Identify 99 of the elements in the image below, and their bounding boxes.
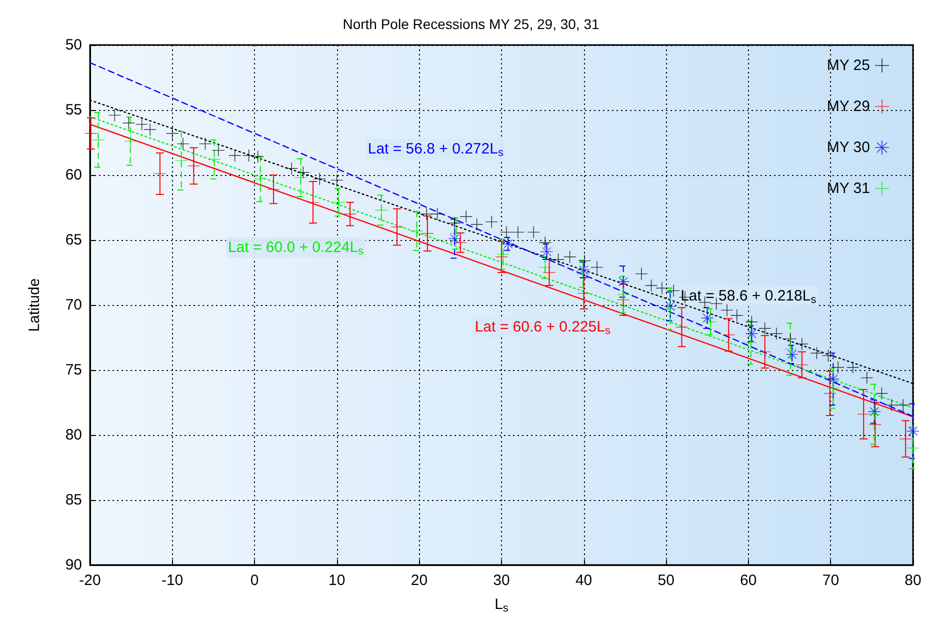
point	[540, 246, 553, 258]
point	[552, 254, 564, 266]
point	[824, 387, 836, 400]
point	[786, 348, 798, 360]
point	[242, 150, 255, 162]
point	[722, 328, 735, 341]
x-tick-label: 0	[250, 572, 259, 589]
point	[314, 172, 326, 185]
point	[539, 236, 552, 249]
x-tick-label: -20	[79, 572, 101, 589]
point	[294, 172, 307, 184]
point	[676, 321, 688, 334]
point	[645, 280, 658, 292]
point	[410, 224, 423, 237]
x-tick-label: 20	[410, 572, 428, 589]
point	[177, 138, 189, 150]
y-axis-title: Latitude	[26, 278, 43, 332]
y-tick-label: 70	[65, 296, 82, 314]
point	[564, 250, 576, 263]
point	[375, 204, 388, 216]
point	[664, 302, 676, 315]
y-tick-label: 80	[65, 426, 82, 444]
point	[656, 282, 668, 294]
point	[254, 172, 266, 185]
point	[500, 226, 512, 238]
point	[758, 322, 771, 334]
y-tick-label: 55	[65, 102, 82, 118]
point	[188, 160, 200, 172]
point	[796, 338, 808, 350]
point	[448, 217, 461, 230]
x-tick-label: 60	[740, 572, 757, 589]
point	[886, 399, 898, 412]
x-tick-label: 70	[822, 572, 840, 589]
point	[332, 196, 345, 208]
y-tick-label: 85	[65, 492, 82, 508]
point	[122, 117, 135, 129]
x-tick-label: 50	[658, 572, 674, 589]
point	[590, 261, 603, 274]
point	[543, 266, 556, 278]
point	[617, 288, 630, 301]
x-tick-label: 80	[904, 572, 922, 589]
y-tick-label: 60	[65, 166, 82, 184]
point	[431, 208, 444, 220]
point	[668, 284, 680, 297]
point	[252, 150, 264, 163]
point	[900, 432, 912, 445]
point	[746, 328, 758, 340]
point	[730, 309, 743, 322]
point	[154, 168, 166, 180]
point	[635, 268, 648, 280]
point	[869, 418, 882, 431]
point	[421, 228, 434, 240]
point	[897, 399, 910, 412]
legend-label: MY 25	[826, 57, 870, 74]
chart-title: North Pole Recessions MY 25, 29, 30, 31	[342, 16, 600, 32]
x-tick-label: -10	[161, 572, 184, 589]
x-tick-label: 10	[328, 572, 346, 589]
point	[704, 316, 717, 328]
legend-label: MY 30	[826, 139, 870, 156]
x-tick-label: 40	[575, 572, 592, 589]
y-tick-label: 50	[65, 36, 82, 54]
point	[390, 221, 403, 233]
point	[460, 210, 472, 223]
point	[448, 232, 461, 245]
point	[617, 276, 630, 288]
point	[420, 208, 433, 220]
point	[144, 124, 156, 136]
y-tick-label: 65	[65, 232, 82, 248]
point	[166, 127, 178, 140]
point	[450, 228, 462, 240]
point	[770, 328, 782, 340]
x-tick-label: 30	[493, 572, 510, 589]
point	[286, 162, 298, 174]
point	[330, 174, 343, 186]
point	[907, 425, 919, 438]
point	[796, 358, 808, 371]
point	[470, 218, 483, 230]
point	[721, 304, 733, 316]
point	[846, 361, 859, 374]
y-tick-label: 90	[65, 556, 82, 574]
legend-label: MY 31	[826, 180, 870, 197]
point	[84, 127, 97, 140]
point	[344, 208, 356, 220]
y-tick-label: 75	[65, 362, 82, 378]
point	[268, 183, 280, 196]
point	[832, 361, 844, 374]
point	[228, 150, 241, 162]
point	[907, 442, 919, 454]
point	[860, 372, 873, 384]
point	[512, 226, 524, 238]
point	[307, 196, 320, 208]
point	[746, 316, 758, 328]
point	[528, 226, 540, 238]
point	[208, 153, 220, 166]
point	[810, 347, 823, 360]
point	[92, 134, 104, 146]
point	[576, 268, 589, 280]
point	[827, 373, 840, 386]
point	[876, 387, 888, 400]
